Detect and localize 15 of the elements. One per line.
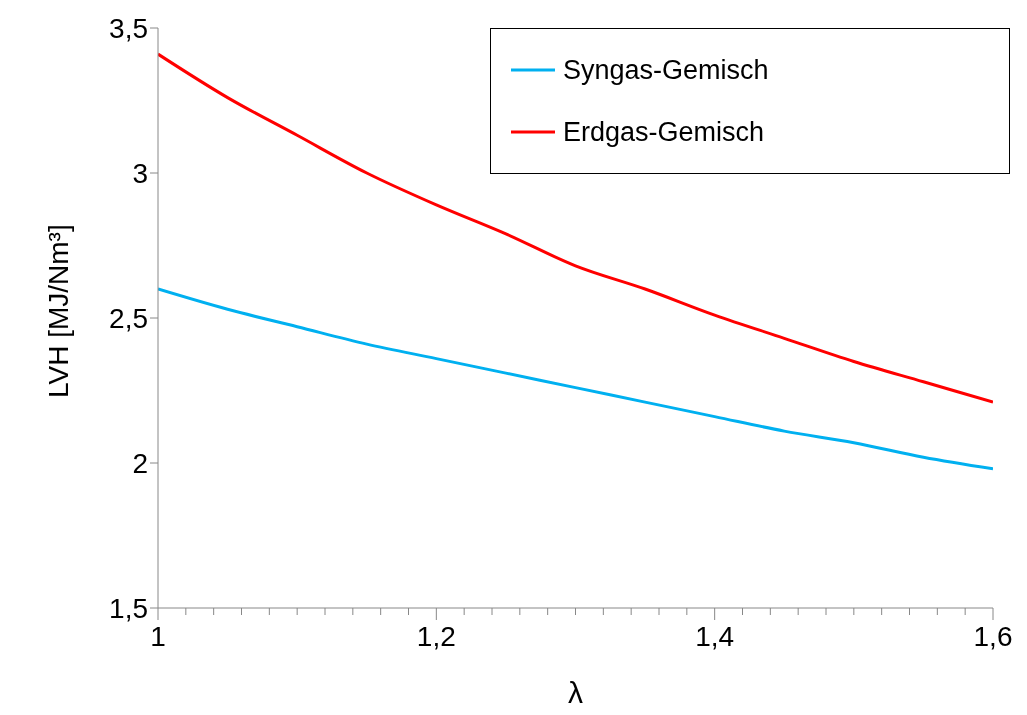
line-series [158, 287, 993, 471]
x-tick-label: 1,4 [695, 621, 735, 652]
x-tick-label: 1,6 [973, 621, 1013, 652]
y-axis-title: LVH [MJ/Nm³] [42, 224, 74, 398]
x-tick-label: 1,2 [416, 621, 456, 652]
y-tick-label: 3,5 [109, 12, 148, 44]
y-tick-label: 1,5 [109, 592, 148, 624]
y-tick-label: 2,5 [109, 302, 148, 334]
line-series [158, 52, 993, 404]
y-tick-label: 3 [132, 157, 148, 189]
legend-label: Syngas-Gemisch [563, 54, 769, 86]
legend-label: Erdgas-Gemisch [563, 116, 765, 148]
y-tick-label: 2 [132, 447, 148, 479]
x-axis-title: λ [568, 676, 583, 709]
x-tick-label: 1 [150, 621, 166, 652]
